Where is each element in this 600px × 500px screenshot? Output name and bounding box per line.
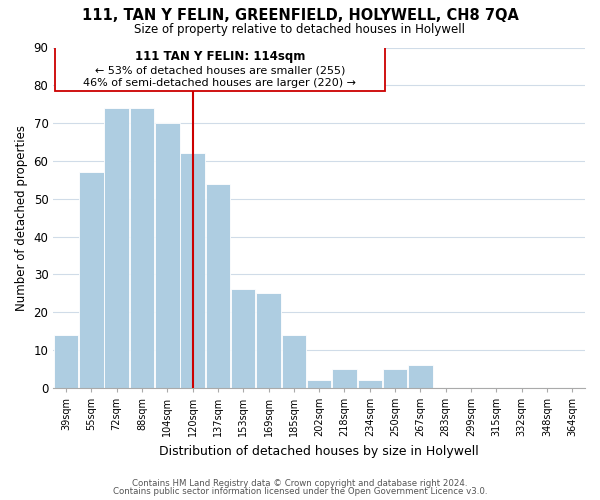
Text: Size of property relative to detached houses in Holywell: Size of property relative to detached ho…: [134, 22, 466, 36]
Bar: [53, 335, 78, 388]
FancyBboxPatch shape: [55, 46, 385, 91]
Text: 111 TAN Y FELIN: 114sqm: 111 TAN Y FELIN: 114sqm: [134, 50, 305, 63]
Bar: [281, 335, 306, 388]
Bar: [358, 380, 382, 388]
Bar: [206, 184, 230, 388]
Bar: [408, 365, 433, 388]
Bar: [104, 108, 129, 388]
Bar: [130, 108, 154, 388]
Text: 46% of semi-detached houses are larger (220) →: 46% of semi-detached houses are larger (…: [83, 78, 356, 88]
Bar: [383, 369, 407, 388]
Text: Contains HM Land Registry data © Crown copyright and database right 2024.: Contains HM Land Registry data © Crown c…: [132, 478, 468, 488]
Text: ← 53% of detached houses are smaller (255): ← 53% of detached houses are smaller (25…: [95, 65, 345, 75]
X-axis label: Distribution of detached houses by size in Holywell: Distribution of detached houses by size …: [159, 444, 479, 458]
Bar: [180, 154, 205, 388]
Text: 111, TAN Y FELIN, GREENFIELD, HOLYWELL, CH8 7QA: 111, TAN Y FELIN, GREENFIELD, HOLYWELL, …: [82, 8, 518, 22]
Y-axis label: Number of detached properties: Number of detached properties: [15, 124, 28, 310]
Bar: [256, 293, 281, 388]
Bar: [79, 172, 104, 388]
Bar: [332, 369, 357, 388]
Bar: [155, 123, 179, 388]
Bar: [307, 380, 331, 388]
Text: Contains public sector information licensed under the Open Government Licence v3: Contains public sector information licen…: [113, 487, 487, 496]
Bar: [231, 290, 256, 388]
